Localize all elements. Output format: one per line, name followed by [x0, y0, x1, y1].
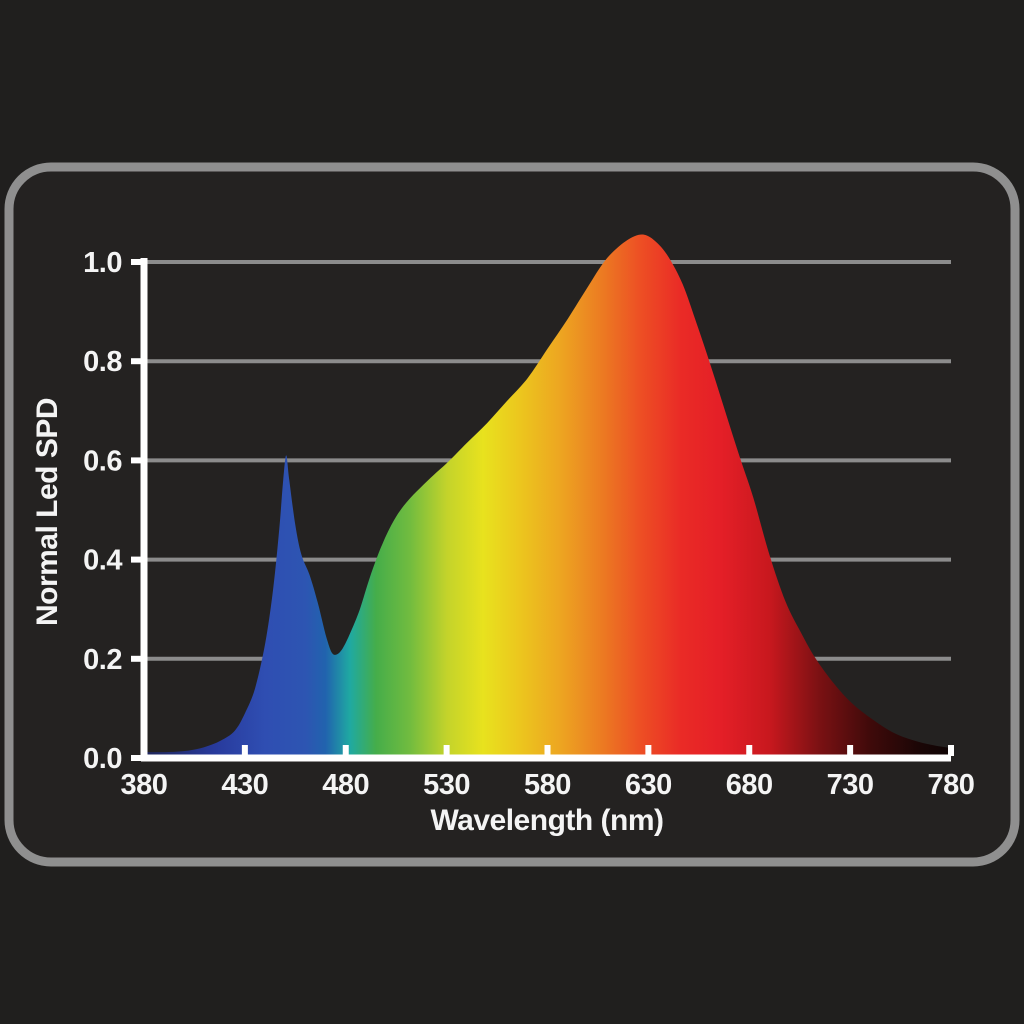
spd-area-path [144, 234, 951, 755]
y-tick-label-1.0: 1.0 [83, 247, 122, 279]
y-tick-label-0.0: 0.0 [83, 743, 122, 775]
x-axis-title: Wavelength (nm) [430, 804, 663, 837]
x-tick-label-680: 680 [726, 769, 773, 801]
y-tick-label-0.4: 0.4 [83, 545, 122, 577]
tick-marks [131, 259, 954, 761]
x-tick-label-630: 630 [625, 769, 672, 801]
x-tick-label-480: 480 [322, 769, 369, 801]
x-tick-label-730: 730 [827, 769, 874, 801]
x-tick-label-530: 530 [423, 769, 470, 801]
tick-labels: 0.0 0.2 0.4 0.6 0.8 1.0 380 430 480 530 580 630 680 7… [83, 247, 975, 801]
y-tick-label-0.8: 0.8 [83, 346, 122, 378]
x-tick-label-580: 580 [524, 769, 571, 801]
x-tick-label-780: 780 [928, 769, 975, 801]
x-tick-label-380: 380 [121, 769, 168, 801]
y-tick-label-0.6: 0.6 [83, 445, 122, 477]
axes [140, 258, 951, 762]
y-axis-title: Normal Led SPD [31, 398, 64, 626]
x-tick-label-430: 430 [221, 769, 268, 801]
y-tick-label-0.2: 0.2 [83, 644, 122, 676]
spd-area-series [144, 234, 951, 755]
